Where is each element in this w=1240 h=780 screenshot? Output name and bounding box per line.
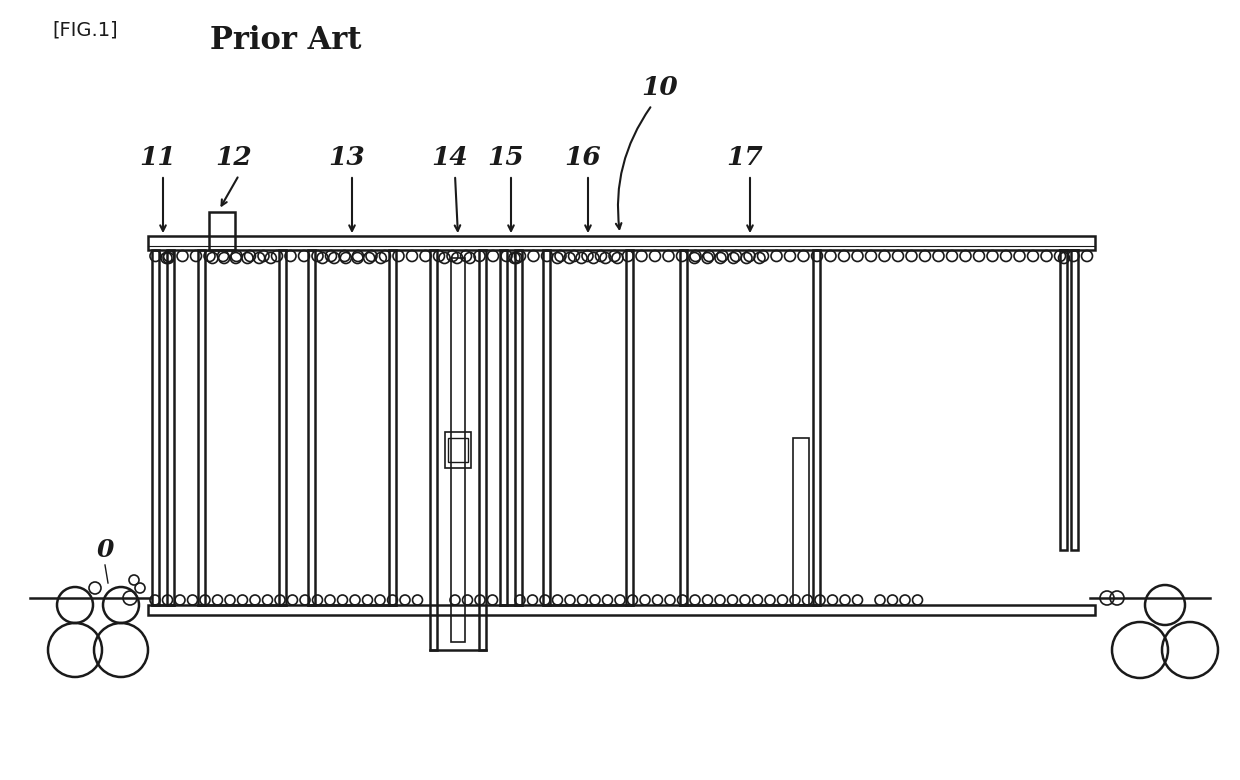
Bar: [543, 250, 551, 605]
Bar: [198, 250, 205, 605]
Bar: [308, 250, 315, 605]
Text: [FIG.1]: [FIG.1]: [52, 20, 118, 39]
Text: 14: 14: [432, 145, 469, 170]
Text: 15: 15: [487, 145, 525, 170]
Bar: [210, 212, 236, 250]
Text: Prior Art: Prior Art: [210, 25, 362, 56]
Text: 11: 11: [140, 145, 176, 170]
Bar: [279, 250, 286, 605]
Text: 10: 10: [641, 75, 678, 100]
Bar: [479, 250, 486, 650]
Text: 12: 12: [216, 145, 253, 170]
Bar: [794, 438, 808, 605]
Bar: [680, 250, 687, 605]
Text: 17: 17: [727, 145, 764, 170]
Bar: [389, 250, 396, 605]
Bar: [430, 250, 436, 650]
Bar: [500, 250, 507, 605]
Bar: [515, 250, 522, 605]
Bar: [167, 250, 174, 605]
Bar: [153, 250, 159, 605]
Bar: [448, 438, 467, 462]
Bar: [626, 250, 632, 605]
Bar: [1060, 250, 1066, 550]
Bar: [148, 605, 1095, 615]
Text: 0: 0: [97, 538, 114, 562]
Bar: [148, 236, 1095, 250]
Bar: [1071, 250, 1078, 550]
Bar: [445, 432, 471, 468]
Bar: [451, 258, 465, 642]
Text: 13: 13: [329, 145, 366, 170]
Bar: [813, 250, 820, 605]
Text: 16: 16: [564, 145, 601, 170]
